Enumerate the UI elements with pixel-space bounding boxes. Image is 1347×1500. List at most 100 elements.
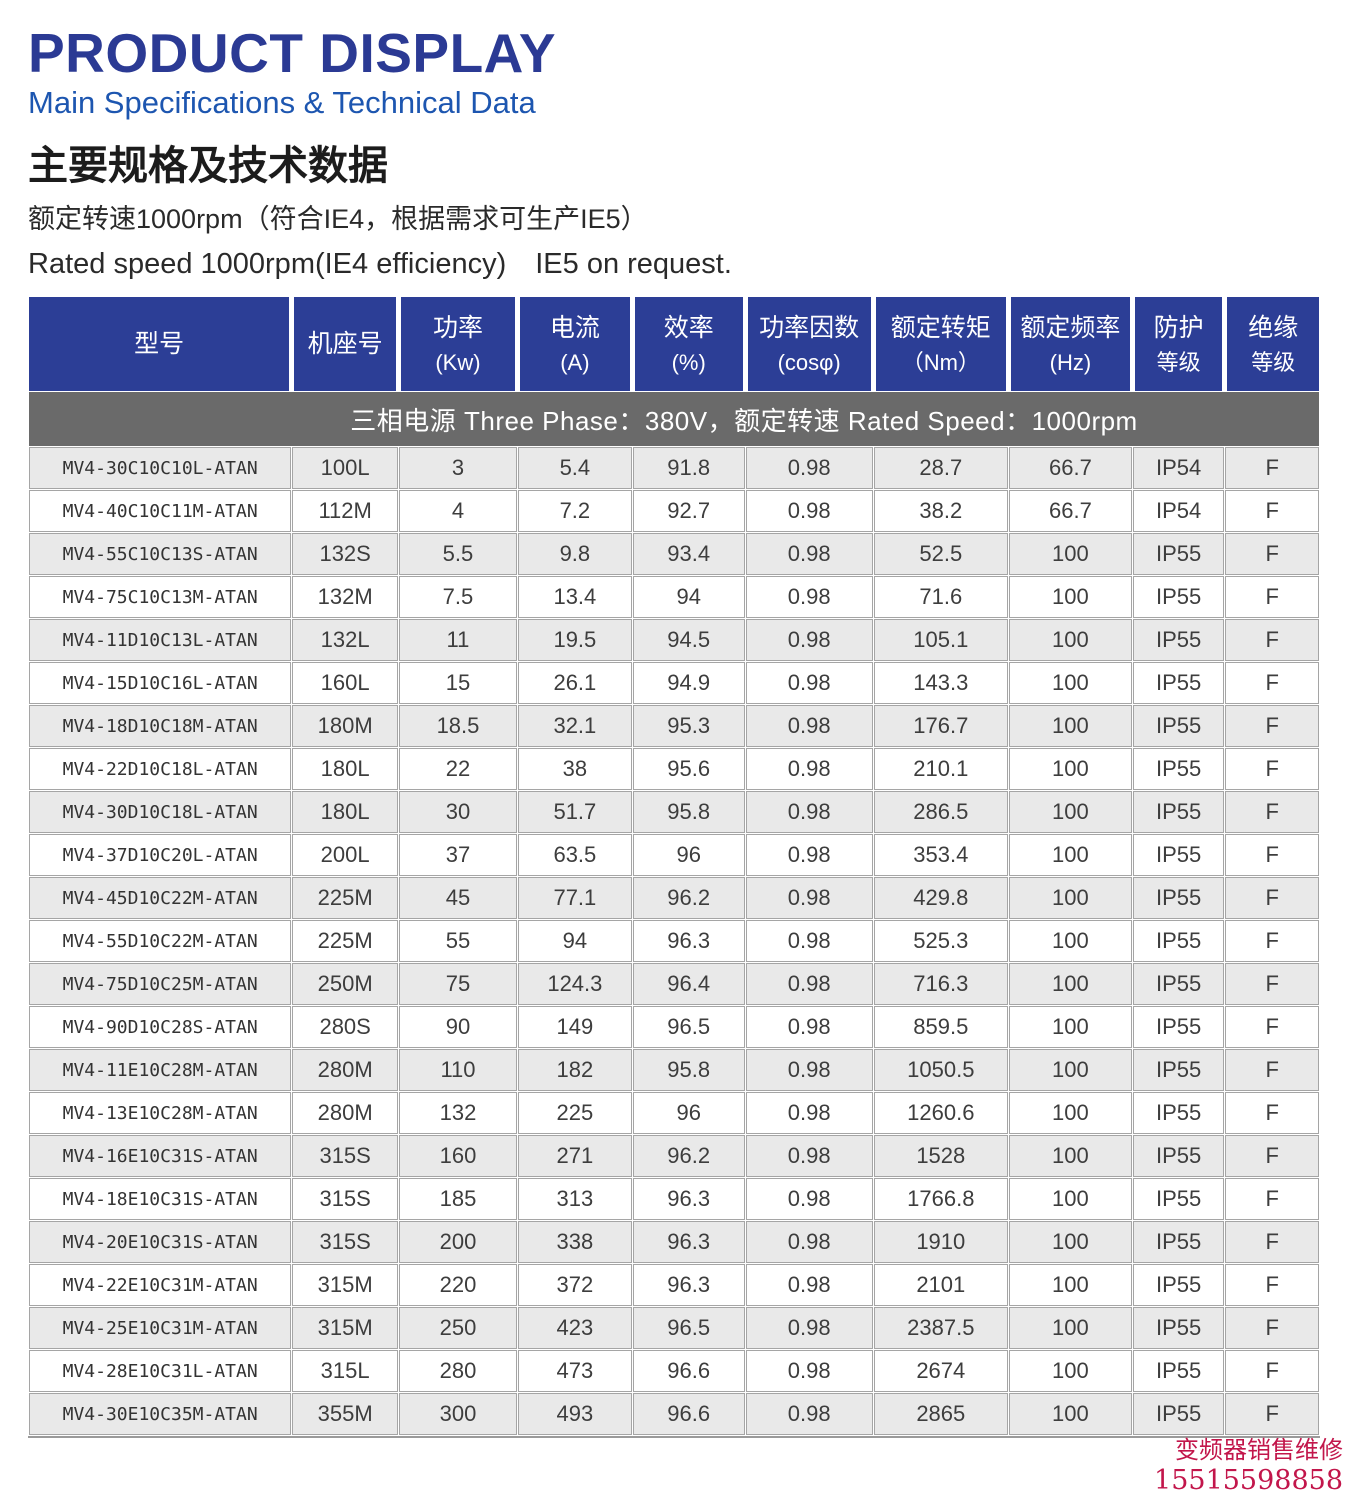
column-header-current: 电流 (A)	[517, 297, 632, 392]
insulation-class-cell: F	[1225, 576, 1319, 619]
table-row: MV4-22D10C18L-ATAN 180L 22 38 95.6 0.98 210.1 1…	[29, 748, 1319, 791]
phase-band: 三相电源 Three Phase：380V，额定转速 Rated Speed：1…	[29, 392, 1319, 447]
table-row: MV4-22E10C31M-ATAN 315M 220 372 96.3 0.98 2101…	[29, 1264, 1319, 1307]
rated-torque-cell: 353.4	[873, 834, 1008, 877]
efficiency-cell: 96.2	[632, 877, 745, 920]
current-cell: 271	[517, 1135, 632, 1178]
model-cell: MV4-25E10C31M-ATAN	[29, 1307, 292, 1350]
rated-torque-cell: 1260.6	[873, 1092, 1008, 1135]
current-cell: 225	[517, 1092, 632, 1135]
efficiency-cell: 91.8	[632, 447, 745, 490]
column-header-unit: (A)	[560, 349, 590, 375]
rated-torque-cell: 28.7	[873, 447, 1008, 490]
table-row: MV4-18D10C18M-ATAN 180M 18.5 32.1 95.3 0.98 17…	[29, 705, 1319, 748]
efficiency-cell: 95.6	[632, 748, 745, 791]
model-cell: MV4-11D10C13L-ATAN	[29, 619, 292, 662]
current-cell: 493	[517, 1393, 632, 1436]
rated-frequency-cell: 100	[1008, 662, 1132, 705]
table-row: MV4-37D10C20L-ATAN 200L 37 63.5 96 0.98 353.4 1…	[29, 834, 1319, 877]
insulation-class-cell: F	[1225, 1092, 1319, 1135]
table-row: MV4-18E10C31S-ATAN 315S 185 313 96.3 0.98 1766…	[29, 1178, 1319, 1221]
current-cell: 338	[517, 1221, 632, 1264]
table-row: MV4-55C10C13S-ATAN 132S 5.5 9.8 93.4 0.98 52.5…	[29, 533, 1319, 576]
page-subtitle: Main Specifications & Technical Data	[28, 85, 536, 120]
model-cell: MV4-55C10C13S-ATAN	[29, 533, 292, 576]
current-cell: 63.5	[517, 834, 632, 877]
rated-frequency-cell: 100	[1008, 1178, 1132, 1221]
frame-size-cell: 112M	[292, 490, 399, 533]
frame-size-cell: 250M	[292, 963, 399, 1006]
frame-size-cell: 315S	[292, 1135, 399, 1178]
frame-size-cell: 315M	[292, 1307, 399, 1350]
protection-class-cell: IP55	[1132, 920, 1225, 963]
rated-speed-line-en: Rated speed 1000rpm(IE4 efficiency) IE5 …	[28, 248, 732, 281]
insulation-class-cell: F	[1225, 1307, 1319, 1350]
model-cell: MV4-16E10C31S-ATAN	[29, 1135, 292, 1178]
efficiency-cell: 96.6	[632, 1350, 745, 1393]
power-cell: 110	[399, 1049, 517, 1092]
model-cell: MV4-75C10C13M-ATAN	[29, 576, 292, 619]
power-factor-cell: 0.98	[745, 877, 873, 920]
current-cell: 5.4	[517, 447, 632, 490]
model-cell: MV4-55D10C22M-ATAN	[29, 920, 292, 963]
insulation-class-cell: F	[1225, 1006, 1319, 1049]
rated-torque-cell: 2101	[873, 1264, 1008, 1307]
insulation-class-cell: F	[1225, 1135, 1319, 1178]
current-cell: 423	[517, 1307, 632, 1350]
rated-frequency-cell: 66.7	[1008, 447, 1132, 490]
current-cell: 94	[517, 920, 632, 963]
rated-torque-cell: 716.3	[873, 963, 1008, 1006]
rated-torque-cell: 2674	[873, 1350, 1008, 1393]
model-cell: MV4-18D10C18M-ATAN	[29, 705, 292, 748]
efficiency-cell: 92.7	[632, 490, 745, 533]
power-cell: 220	[399, 1264, 517, 1307]
frame-size-cell: 280M	[292, 1049, 399, 1092]
power-cell: 250	[399, 1307, 517, 1350]
rated-torque-cell: 210.1	[873, 748, 1008, 791]
power-factor-cell: 0.98	[745, 1221, 873, 1264]
power-factor-cell: 0.98	[745, 447, 873, 490]
rated-frequency-cell: 100	[1008, 1307, 1132, 1350]
protection-class-cell: IP55	[1132, 1092, 1225, 1135]
insulation-class-cell: F	[1225, 447, 1319, 490]
insulation-class-cell: F	[1225, 662, 1319, 705]
column-header-frame-size: 机座号	[292, 297, 399, 392]
power-cell: 132	[399, 1092, 517, 1135]
efficiency-cell: 96.3	[632, 1221, 745, 1264]
column-header-label: 绝缘	[1248, 314, 1299, 343]
rated-frequency-cell: 100	[1008, 533, 1132, 576]
rated-frequency-cell: 100	[1008, 1264, 1132, 1307]
rated-torque-cell: 2865	[873, 1393, 1008, 1436]
power-factor-cell: 0.98	[745, 748, 873, 791]
spec-table: 型号 机座号 功率 (Kw) 电流 (A) 效率 (%) 功率因数 (cosφ) 额定转矩 （Nm）额…	[28, 296, 1320, 1439]
frame-size-cell: 200L	[292, 834, 399, 877]
table-row: MV4-16E10C31S-ATAN 315S 160 271 96.2 0.98 1528…	[29, 1135, 1319, 1178]
model-cell: MV4-11E10C28M-ATAN	[29, 1049, 292, 1092]
rated-torque-cell: 2387.5	[873, 1307, 1008, 1350]
protection-class-cell: IP55	[1132, 1178, 1225, 1221]
table-row: MV4-75D10C25M-ATAN 250M 75 124.3 96.4 0.98 716…	[29, 963, 1319, 1006]
protection-class-cell: IP55	[1132, 1350, 1225, 1393]
power-factor-cell: 0.98	[745, 1307, 873, 1350]
table-row: MV4-55D10C22M-ATAN 225M 55 94 96.3 0.98 525.3 1…	[29, 920, 1319, 963]
frame-size-cell: 180L	[292, 791, 399, 834]
table-row: MV4-45D10C22M-ATAN 225M 45 77.1 96.2 0.98 429.…	[29, 877, 1319, 920]
power-cell: 7.5	[399, 576, 517, 619]
frame-size-cell: 225M	[292, 877, 399, 920]
power-cell: 37	[399, 834, 517, 877]
rated-torque-cell: 1528	[873, 1135, 1008, 1178]
protection-class-cell: IP55	[1132, 662, 1225, 705]
model-cell: MV4-30D10C18L-ATAN	[29, 791, 292, 834]
efficiency-cell: 96.3	[632, 1178, 745, 1221]
table-row: MV4-20E10C31S-ATAN 315S 200 338 96.3 0.98 1910…	[29, 1221, 1319, 1264]
datasheet-page: PRODUCT DISPLAY Main Specifications & Te…	[28, 26, 1343, 1496]
power-factor-cell: 0.98	[745, 533, 873, 576]
current-cell: 38	[517, 748, 632, 791]
protection-class-cell: IP55	[1132, 576, 1225, 619]
current-cell: 473	[517, 1350, 632, 1393]
phase-band-row: 三相电源 Three Phase：380V，额定转速 Rated Speed：1…	[29, 392, 1319, 447]
table-row: MV4-90D10C28S-ATAN 280S 90 149 96.5 0.98 859.5…	[29, 1006, 1319, 1049]
current-cell: 182	[517, 1049, 632, 1092]
rated-torque-cell: 1910	[873, 1221, 1008, 1264]
protection-class-cell: IP55	[1132, 1264, 1225, 1307]
